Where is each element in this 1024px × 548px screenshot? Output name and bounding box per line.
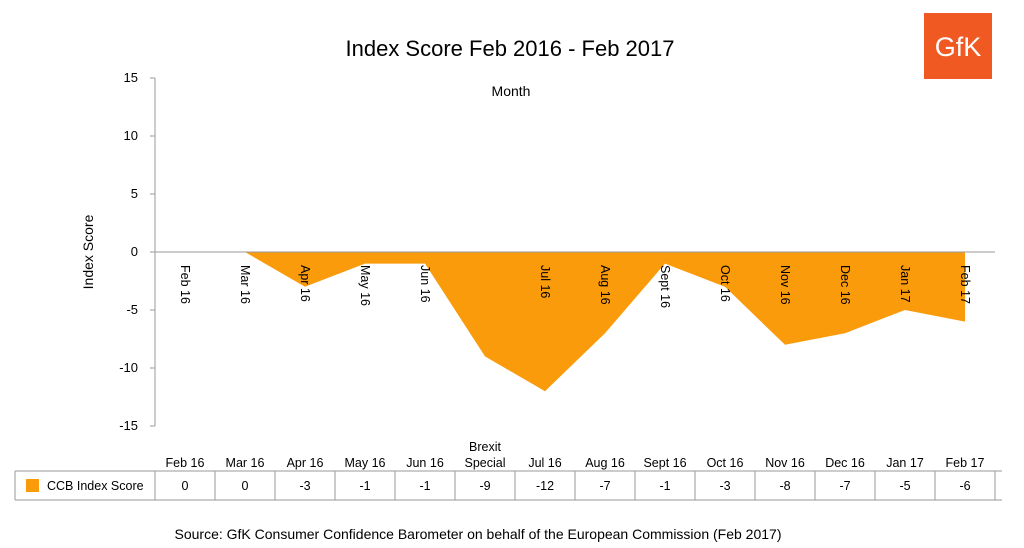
x-tick-label: Aug 16 [598, 265, 612, 305]
table-column-header: Jun 16 [406, 456, 444, 470]
y-tick-label: -10 [119, 360, 138, 375]
x-tick-label: Jun 16 [418, 265, 432, 303]
gfk-logo: GfK [924, 13, 992, 79]
x-tick-label: Jan 17 [898, 265, 912, 303]
table-column-header: Sept 16 [643, 456, 686, 470]
table-column-header: Apr 16 [287, 456, 324, 470]
table-column-header: Jul 16 [528, 456, 561, 470]
source-note: Source: GfK Consumer Confidence Baromete… [175, 526, 782, 542]
table-column-header: Feb 16 [166, 456, 205, 470]
y-axis-title: Index Score [80, 214, 96, 289]
table-cell: -3 [299, 479, 310, 493]
table-row-label: CCB Index Score [47, 479, 144, 493]
x-tick-label: Nov 16 [778, 265, 792, 305]
table-cell: -1 [359, 479, 370, 493]
y-tick-label: -5 [126, 302, 138, 317]
x-tick-label: Dec 16 [838, 265, 852, 305]
table-column-header: Aug 16 [585, 456, 625, 470]
table-cell: 0 [242, 479, 249, 493]
gfk-logo-text: GfK [935, 32, 982, 62]
table-column-header: Brexit [469, 440, 501, 454]
gfk-logo-box [924, 13, 992, 79]
x-tick-label: Mar 16 [238, 265, 252, 304]
chart-title: Index Score Feb 2016 - Feb 2017 [346, 36, 675, 61]
table-column-header: Nov 16 [765, 456, 805, 470]
series-area-ccb-index-score [185, 252, 965, 392]
table-cell: -9 [479, 479, 490, 493]
x-tick-label: Sept 16 [658, 265, 672, 308]
table-column-header: Mar 16 [226, 456, 265, 470]
y-tick-label: 0 [131, 244, 138, 259]
table-column-header: Special [465, 456, 506, 470]
legend-swatch [26, 479, 39, 492]
table-cell: -8 [779, 479, 790, 493]
table-column-header: Jan 17 [886, 456, 924, 470]
x-tick-label: Jul 16 [538, 265, 552, 298]
table-cell: -12 [536, 479, 554, 493]
table-cell: -3 [719, 479, 730, 493]
table-cell: -5 [899, 479, 910, 493]
x-tick-label: Oct 16 [718, 265, 732, 302]
table-column-header: Oct 16 [707, 456, 744, 470]
y-tick-label: 15 [124, 70, 138, 85]
x-tick-label: Feb 17 [958, 265, 972, 304]
y-tick-label: 10 [124, 128, 138, 143]
table-cell: -1 [419, 479, 430, 493]
table-cell: -6 [959, 479, 970, 493]
x-tick-label: May 16 [358, 265, 372, 306]
table-cell: -1 [659, 479, 670, 493]
table-cell: -7 [839, 479, 850, 493]
y-tick-label: 5 [131, 186, 138, 201]
y-tick-label: -15 [119, 418, 138, 433]
table-column-header: May 16 [345, 456, 386, 470]
table-cell: -7 [599, 479, 610, 493]
x-tick-label: Apr 16 [298, 265, 312, 302]
table-cell: 0 [182, 479, 189, 493]
table-column-header: Dec 16 [825, 456, 865, 470]
x-axis-title: Month [492, 83, 531, 99]
table-column-header: Feb 17 [946, 456, 985, 470]
x-tick-label: Feb 16 [178, 265, 192, 304]
